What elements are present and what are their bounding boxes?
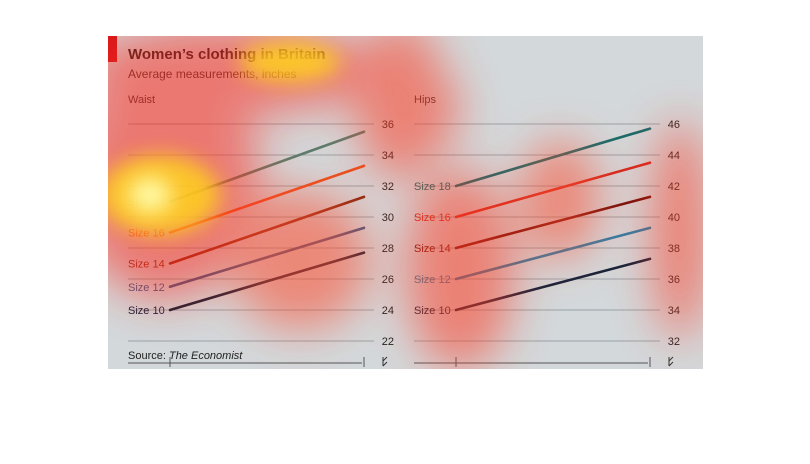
series-label: Size 16 [128,228,165,240]
panel-title: Waist [128,94,155,106]
y-tick-label: 26 [382,274,394,286]
series-label: Size 18 [128,197,165,209]
y-tick-label: 34 [382,150,394,162]
series-label: Size 18 [414,181,451,193]
source-label: Source: [128,350,169,362]
series-line [454,226,652,281]
y-tick-label: 42 [668,181,680,193]
chart-subtitle: Average measurements, inches [128,67,297,81]
series-label: Size 12 [414,274,451,286]
series-line [454,257,652,312]
y-tick-label: 30 [382,212,394,224]
series-line [454,127,652,188]
series-line [168,195,366,265]
chart-title: Women’s clothing in Britain [128,46,326,63]
series-line [454,195,652,250]
source-note: Source: The Economist [128,350,242,362]
y-tick-label: 22 [382,336,394,348]
series-line [168,251,366,312]
y-tick-label: 32 [382,181,394,193]
series-label: Size 10 [128,305,165,317]
series-line [168,226,366,289]
series-label: Size 12 [128,282,165,294]
y-tick-label: 44 [668,150,680,162]
y-tick-label: 28 [382,243,394,255]
series-line [454,161,652,219]
y-tick-label: 34 [668,305,680,317]
y-tick-label: 40 [668,212,680,224]
axis-break-mark [668,356,674,367]
y-tick-label: 36 [382,119,394,131]
series-label: Size 14 [414,243,451,255]
series-label: Size 10 [414,305,451,317]
y-tick-label: 46 [668,119,680,131]
series-label: Size 16 [414,212,451,224]
source-name: The Economist [168,350,243,362]
y-tick-label: 32 [668,336,680,348]
axis-break-mark [382,356,388,367]
series-label: Size 14 [128,259,165,271]
series-line [168,130,366,203]
brand-tab [108,36,117,62]
panel-title: Hips [414,94,437,106]
chart-card: Women’s clothing in Britain Average meas… [108,36,703,369]
y-tick-label: 24 [382,305,394,317]
y-tick-label: 36 [668,274,680,286]
series-line [168,164,366,234]
y-tick-label: 38 [668,243,680,255]
